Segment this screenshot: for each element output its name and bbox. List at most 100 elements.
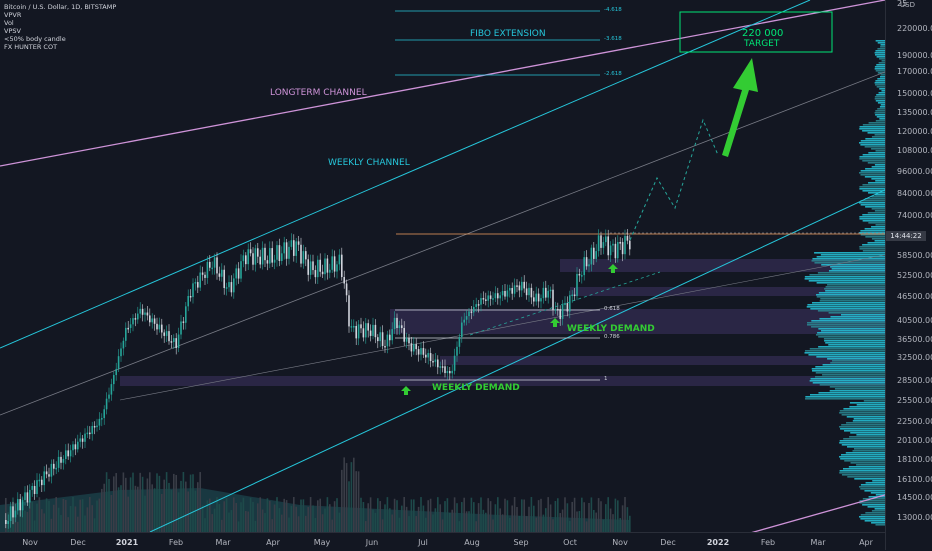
candle-body [98, 418, 101, 426]
volume-profile-bar [809, 394, 885, 396]
time-axis-label: Feb [168, 538, 184, 547]
volume-profile-bar [853, 448, 885, 450]
candle-body [165, 331, 168, 336]
volume-profile-bar [850, 462, 885, 464]
volume-bar [415, 516, 417, 532]
candle-body [516, 285, 518, 287]
candle-body [235, 268, 237, 279]
volume-profile-bar [849, 402, 885, 404]
volume-profile-bar [852, 420, 885, 422]
indicator-fx-hunter-cot[interactable]: FX HUNTER COT [4, 43, 58, 51]
candle-body [626, 235, 629, 241]
volume-bar [170, 489, 173, 532]
volume-bar [72, 497, 74, 532]
volume-profile-bar [840, 428, 885, 430]
volume-bar [444, 501, 446, 532]
volume-bars [0, 457, 631, 532]
candle-body [545, 287, 547, 298]
volume-profile-bar [875, 40, 885, 42]
time-axis-label: May [313, 538, 331, 547]
volume-bar [429, 498, 432, 532]
volume-bar [153, 488, 156, 532]
volume-bar [29, 497, 31, 532]
indicator-vpvr[interactable]: VPVR [4, 11, 22, 19]
price-axis-label: 46500.00 [897, 292, 932, 301]
volume-bar [309, 497, 312, 532]
chart-area[interactable]: Bitcoin / U.S. Dollar, 1D, BITSTAMP VPVR… [0, 0, 885, 532]
indicator-vol[interactable]: Vol [4, 19, 14, 27]
chart-canvas[interactable] [0, 0, 885, 532]
volume-profile-bar [839, 440, 885, 442]
volume-bar [497, 497, 499, 532]
volume-bar [77, 516, 79, 532]
volume-bar [439, 504, 441, 532]
volume-profile-bar [859, 500, 885, 502]
candle-body [139, 308, 141, 314]
candle-body [523, 281, 525, 289]
candle-body [141, 308, 144, 315]
volume-bar [55, 497, 57, 532]
volume-bar [362, 502, 365, 532]
candle-body [319, 259, 321, 272]
volume-profile-bar [875, 80, 885, 82]
volume-bar [417, 506, 420, 532]
volume-bar [269, 500, 271, 532]
volume-profile-bar [830, 362, 885, 364]
candle-body [295, 241, 297, 256]
volume-bar [84, 515, 86, 532]
volume-profile-bar [846, 422, 885, 424]
volume-profile-bar [844, 460, 885, 462]
volume-bar [326, 497, 329, 532]
volume-bar [343, 457, 345, 532]
volume-profile-bar [865, 482, 885, 484]
volume-bar [372, 509, 374, 532]
volume-profile-bar [864, 176, 885, 178]
chart-legend: Bitcoin / U.S. Dollar, 1D, BITSTAMP VPVR… [4, 3, 116, 51]
volume-bar [559, 513, 561, 532]
volume-profile-bar [815, 372, 885, 374]
volume-bar [446, 498, 449, 532]
time-axis[interactable]: Nov Dec 2021 Feb Mar Apr May Jun Jul Aug Sep Oct Nov… [0, 532, 885, 551]
volume-bar [201, 505, 204, 532]
candle-body [158, 324, 161, 330]
volume-bar [614, 498, 617, 532]
volume-bar [259, 497, 261, 532]
candle-body [518, 285, 521, 291]
candle-body [53, 463, 55, 469]
volume-bar [468, 511, 470, 532]
price-axis[interactable]: 25 220000.00 190000.00 170000.00 150000.00 13… [885, 0, 932, 550]
candle-body [465, 316, 468, 320]
candle-body [266, 260, 269, 264]
volume-profile-bar [814, 376, 885, 378]
candle-body [439, 366, 441, 368]
volume-bar [499, 508, 501, 532]
price-axis-label: 170000.00 [897, 67, 932, 76]
volume-bar [237, 521, 240, 532]
candle-body [343, 277, 345, 284]
volume-bar [182, 472, 185, 532]
target-label: TARGET [744, 39, 780, 49]
volume-profile-bar [862, 504, 885, 506]
volume-bar [288, 517, 290, 532]
demand-zone-5 [120, 376, 885, 386]
volume-profile-bar [816, 356, 885, 358]
volume-bar [187, 491, 189, 532]
volume-profile-bar [860, 514, 885, 516]
volume-bar [113, 476, 115, 532]
volume-bar [578, 511, 581, 532]
volume-profile-bar [876, 56, 885, 58]
volume-profile-bar [816, 282, 885, 284]
candle-body [225, 287, 228, 289]
volume-profile-bar [860, 518, 885, 520]
indicator-body-candle[interactable]: <50% body candle [4, 35, 66, 43]
candle-body [192, 283, 194, 298]
volume-bar [163, 479, 165, 532]
indicator-vpsv[interactable]: VPSV [4, 27, 21, 35]
candle-body [55, 467, 57, 470]
volume-profile-bar [880, 104, 885, 106]
volume-profile-bar [878, 62, 885, 64]
candle-body [113, 375, 115, 385]
volume-bar [629, 515, 631, 532]
volume-profile-bar [815, 366, 885, 368]
volume-bar [96, 500, 98, 532]
